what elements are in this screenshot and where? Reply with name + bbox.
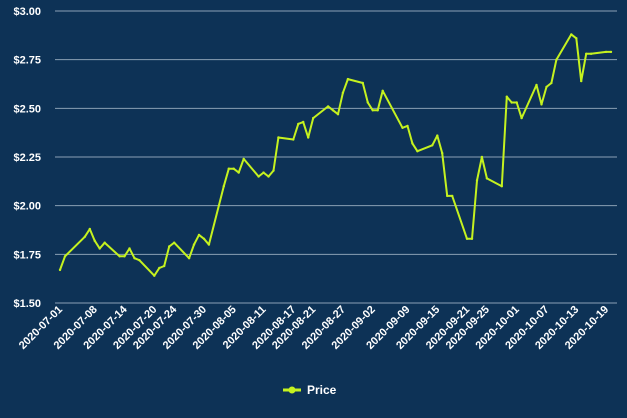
- price-point: [441, 151, 444, 155]
- price-point: [168, 245, 171, 248]
- price-point: [381, 89, 384, 93]
- price-point: [63, 255, 67, 258]
- x-axis-tick-labels: 2020-07-012020-07-082020-07-142020-07-20…: [17, 303, 611, 352]
- price-point: [227, 167, 230, 170]
- price-point: [207, 243, 211, 246]
- price-point: [416, 150, 419, 153]
- price-point: [202, 237, 206, 240]
- price-point: [401, 126, 404, 129]
- price-point: [446, 194, 449, 198]
- price-point: [371, 109, 374, 112]
- legend-label-price: Price: [307, 383, 337, 397]
- price-point: [272, 169, 275, 172]
- price-point: [485, 177, 489, 180]
- price-line: [59, 33, 612, 277]
- price-point: [197, 233, 201, 237]
- y-tick-label: $2.75: [13, 55, 41, 67]
- price-point: [222, 185, 225, 188]
- price-point: [604, 50, 608, 54]
- price-point: [589, 52, 593, 55]
- price-point: [336, 113, 340, 116]
- price-point: [436, 134, 439, 137]
- price-point: [307, 136, 310, 139]
- y-tick-label: $1.75: [13, 249, 41, 261]
- price-point: [580, 79, 583, 83]
- price-point: [545, 85, 548, 89]
- price-point: [346, 77, 350, 81]
- price-point: [376, 109, 379, 112]
- price-point: [475, 179, 479, 182]
- price-point: [331, 109, 335, 112]
- price-point: [128, 247, 131, 250]
- price-point: [163, 264, 166, 268]
- price-point: [570, 33, 573, 36]
- price-point: [312, 116, 315, 120]
- price-point: [83, 235, 87, 238]
- price-point: [366, 101, 369, 104]
- price-point: [93, 239, 96, 242]
- price-point: [609, 50, 613, 54]
- price-point: [153, 274, 156, 277]
- legend: Price: [283, 383, 337, 397]
- price-point: [173, 241, 176, 244]
- y-tick-label: $2.25: [13, 152, 41, 164]
- series-price: [58, 33, 613, 277]
- price-point: [510, 101, 513, 104]
- price-point: [431, 144, 434, 147]
- price-point: [192, 243, 196, 246]
- price-point: [237, 171, 240, 174]
- price-point: [361, 81, 364, 85]
- price-point: [302, 120, 305, 124]
- price-point: [292, 138, 295, 141]
- price-point: [133, 257, 136, 260]
- price-point: [267, 175, 270, 178]
- price-point: [515, 101, 518, 104]
- price-point: [451, 194, 454, 198]
- price-point: [277, 136, 280, 139]
- price-point: [257, 175, 260, 178]
- price-point: [326, 105, 330, 108]
- y-tick-label: $2.50: [13, 103, 41, 115]
- price-point: [88, 227, 92, 231]
- price-point: [187, 257, 191, 260]
- price-point: [123, 255, 126, 258]
- price-point: [575, 37, 578, 40]
- price-point: [103, 241, 106, 244]
- price-point: [585, 52, 588, 55]
- price-point: [406, 124, 409, 128]
- price-point: [550, 81, 553, 85]
- price-point: [297, 122, 300, 126]
- price-point: [505, 95, 508, 98]
- price-point: [232, 167, 235, 170]
- legend-marker-swatch: [288, 386, 296, 394]
- price-point: [98, 247, 101, 250]
- price-point: [540, 103, 543, 106]
- price-point: [520, 116, 523, 120]
- y-tick-label: $1.50: [13, 298, 41, 310]
- y-tick-label: $3.00: [13, 6, 41, 18]
- price-point: [465, 237, 469, 240]
- price-point: [158, 266, 161, 270]
- price-point: [535, 83, 538, 87]
- price-point: [500, 185, 503, 188]
- price-point: [411, 142, 414, 145]
- price-point: [480, 155, 484, 159]
- y-axis-tick-labels: $3.00 $2.75 $2.50 $2.25 $2.00 $1.75 $1.50: [13, 6, 41, 310]
- price-point: [242, 157, 245, 161]
- y-tick-label: $2.00: [13, 201, 41, 213]
- price-point: [555, 58, 558, 61]
- gridlines: [55, 10, 617, 304]
- price-point: [341, 91, 345, 95]
- price-point: [138, 259, 141, 262]
- price-point: [118, 255, 121, 258]
- price-point: [470, 237, 474, 240]
- price-point: [262, 171, 265, 174]
- price-point: [58, 268, 62, 272]
